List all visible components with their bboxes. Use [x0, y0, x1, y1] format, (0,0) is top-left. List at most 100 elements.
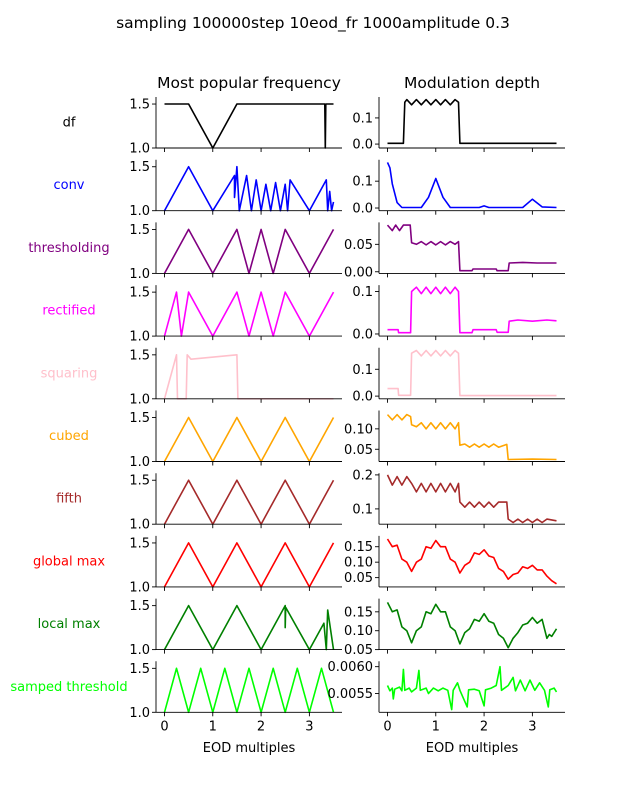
y-tick-label: 0.15	[344, 605, 373, 620]
x-tick-label: 2	[257, 719, 265, 734]
x-tick-label: 1	[209, 719, 217, 734]
y-tick-label: 1.0	[129, 643, 150, 658]
y-tick-label: 0.10	[344, 422, 373, 437]
series-line	[163, 542, 335, 588]
y-tick-label: 1.5	[129, 599, 150, 614]
y-tick-label: 1.5	[129, 474, 150, 489]
modulation-axes: 0.05 0.10	[344, 410, 565, 466]
series-line	[163, 353, 334, 400]
y-tick-label: 0.0	[352, 390, 373, 405]
x-axis-label-right: EOD multiples	[426, 741, 519, 756]
modulation-axes: 0.0 0.1	[352, 285, 565, 342]
row-df: df 1.0 1.5 0.0 0.1	[63, 97, 565, 157]
x-tick-label: 2	[480, 719, 488, 734]
y-tick-label: 1.5	[129, 411, 150, 426]
row-label: df	[63, 116, 76, 131]
modulation-axes: 0.1 0.2	[352, 468, 565, 529]
series-line	[386, 538, 557, 585]
row-label: local max	[38, 617, 101, 632]
series-line	[386, 474, 557, 524]
frequency-axes: 1.0 1.5	[129, 535, 342, 595]
series-line	[163, 667, 335, 714]
y-tick-label: 0.05	[344, 238, 373, 253]
y-tick-label: 0.0060	[328, 660, 374, 675]
frequency-axes: 1.0 1.5	[129, 410, 342, 470]
y-tick-label: 0.0	[352, 138, 373, 153]
x-tick-label: 3	[528, 719, 536, 734]
row-label: squaring	[41, 366, 98, 381]
y-tick-label: 1.0	[129, 518, 150, 533]
row-label: thresholding	[28, 241, 109, 256]
x-tick-label: 3	[305, 719, 313, 734]
y-tick-label: 1.5	[129, 223, 150, 238]
y-tick-label: 1.5	[129, 536, 150, 551]
row-conv: conv 1.0 1.5 0.0 0.1	[53, 159, 565, 219]
y-tick-label: 1.0	[129, 330, 150, 345]
row-label: rectified	[42, 304, 95, 319]
series-line	[387, 98, 557, 145]
frequency-axes: 1.0 1.5 0 1 2 3	[129, 661, 342, 734]
y-tick-label: 0.10	[344, 556, 373, 571]
modulation-axes: 0.05 0.10 0.15	[344, 598, 565, 658]
row-thresholding: thresholding 1.0 1.5 0.00 0.05	[28, 222, 565, 282]
y-tick-label: 0.15	[344, 540, 373, 555]
y-tick-label: 0.0055	[328, 687, 374, 702]
y-tick-label: 0.00	[344, 265, 373, 280]
y-tick-label: 1.0	[129, 142, 150, 157]
y-tick-label: 1.5	[129, 160, 150, 175]
frequency-axes: 1.0 1.5	[129, 159, 342, 219]
modulation-axes: 0.0055 0.0060 0 1 2 3	[328, 660, 565, 734]
x-tick-label: 0	[160, 719, 168, 734]
series-line	[163, 479, 335, 526]
y-tick-label: 0.05	[344, 643, 373, 658]
x-tick-label: 0	[383, 719, 391, 734]
y-tick-label: 0.1	[352, 175, 373, 190]
series-line	[386, 602, 558, 649]
series-line	[386, 665, 558, 711]
row-squaring: squaring 1.0 1.5 0.0 0.1	[41, 347, 565, 407]
y-tick-label: 1.5	[129, 662, 150, 677]
y-tick-label: 0.05	[344, 443, 373, 458]
frequency-axes: 1.0 1.5	[129, 598, 342, 658]
row-rectified: rectified 1.0 1.5 0.0 0.1	[42, 285, 565, 345]
modulation-axes: 0.00 0.05	[344, 222, 565, 280]
column-title-frequency: Most popular frequency	[157, 74, 341, 92]
frequency-axes: 1.0 1.5	[129, 285, 342, 345]
x-tick-label: 1	[432, 719, 440, 734]
series-line	[163, 416, 335, 463]
modulation-axes: 0.050.100.15	[344, 535, 565, 591]
column-title-modulation: Modulation depth	[404, 74, 540, 92]
modulation-axes: 0.0 0.1	[352, 347, 565, 405]
series-line	[386, 224, 557, 272]
frequency-axes: 1.0 1.5	[129, 222, 342, 282]
y-tick-label: 0.1	[352, 363, 373, 378]
series-line	[387, 286, 557, 334]
series-line	[387, 349, 557, 397]
y-tick-label: 1.0	[129, 455, 150, 470]
y-tick-label: 0.10	[344, 624, 373, 639]
y-tick-label: 0.1	[352, 111, 373, 126]
row-label: fifth	[56, 492, 82, 507]
y-tick-label: 0.1	[352, 502, 373, 517]
frequency-axes: 1.0 1.5	[129, 97, 342, 157]
y-tick-label: 1.0	[129, 204, 150, 219]
y-tick-label: 1.0	[129, 580, 150, 595]
series-line	[164, 103, 334, 149]
y-tick-label: 0.0	[352, 327, 373, 342]
y-tick-label: 1.5	[129, 98, 150, 113]
modulation-axes: 0.0 0.1	[352, 97, 565, 153]
y-tick-label: 1.5	[129, 286, 150, 301]
y-tick-label: 1.0	[129, 267, 150, 282]
frequency-axes: 1.0 1.5	[129, 347, 342, 407]
row-global-max: global max 1.0 1.5 0.050.100.15	[33, 535, 565, 595]
y-tick-label: 0.2	[352, 468, 373, 483]
y-tick-label: 1.5	[129, 348, 150, 363]
row-fifth: fifth 1.0 1.5 0.1 0.2	[56, 468, 565, 533]
row-label: samped threshold	[10, 680, 127, 695]
y-tick-label: 1.0	[129, 392, 150, 407]
y-tick-label: 0.1	[352, 285, 373, 300]
series-line	[163, 604, 335, 651]
series-line	[386, 413, 557, 461]
